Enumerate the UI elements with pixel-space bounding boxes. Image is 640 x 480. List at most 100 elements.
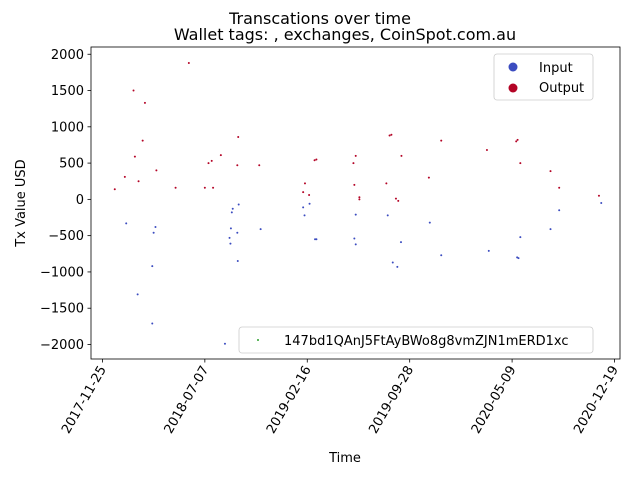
output-point	[258, 164, 261, 167]
input-point	[558, 209, 561, 212]
output-point	[187, 61, 190, 64]
input-point	[386, 214, 389, 217]
output-point	[390, 133, 393, 136]
input-point	[136, 293, 139, 296]
input-point	[600, 202, 603, 204]
input-point	[229, 242, 232, 245]
output-point	[174, 186, 177, 189]
output-point	[358, 198, 361, 201]
y-tick-label: 1500	[51, 84, 84, 99]
output-point	[388, 134, 391, 137]
output-point	[212, 186, 215, 189]
output-point	[308, 194, 311, 197]
output-point	[315, 158, 318, 161]
legend-wallet: 147bd1QAnJ5FtAyBWo8g8vmZJN1mERD1xc	[238, 326, 594, 354]
output-point	[141, 139, 144, 142]
output-point	[519, 162, 522, 165]
output-point	[353, 183, 356, 186]
input-point	[303, 214, 306, 217]
input-point	[152, 231, 155, 234]
y-tick-label: 500	[59, 157, 84, 172]
data-points	[113, 61, 603, 345]
output-point	[358, 196, 361, 199]
output-point	[155, 169, 158, 172]
output-point	[207, 162, 210, 165]
output-point	[313, 159, 316, 162]
legend-wallet-label: 147bd1QAnJ5FtAyBWo8g8vmZJN1mERD1xc	[284, 334, 569, 349]
input-point	[396, 265, 399, 268]
y-tick-label: 0	[76, 193, 84, 208]
x-tick-label: 2020-05-09	[469, 364, 520, 437]
output-point	[203, 186, 206, 189]
output-point	[210, 159, 213, 162]
output-point	[397, 199, 400, 202]
output-point	[132, 89, 135, 92]
legend-output-marker	[508, 83, 518, 93]
input-point	[154, 225, 157, 228]
input-point	[228, 236, 231, 239]
input-point	[229, 227, 232, 230]
output-point	[237, 135, 240, 138]
x-axis-label: Time	[328, 451, 361, 466]
input-point	[230, 211, 233, 214]
output-point	[354, 154, 357, 157]
chart-title: Transcations over time	[228, 9, 411, 28]
output-point	[515, 140, 518, 143]
output-point	[236, 164, 239, 167]
output-point	[597, 194, 600, 197]
x-tick-label: 2019-09-28	[366, 364, 417, 437]
input-point	[231, 207, 234, 210]
legend-output-label: Output	[539, 81, 584, 96]
output-point	[394, 197, 397, 200]
output-point	[516, 138, 519, 141]
y-tick-label: −1000	[40, 265, 84, 280]
legend-frame	[238, 326, 594, 354]
input-point	[125, 222, 128, 225]
legend-input-label: Input	[539, 61, 573, 76]
y-tick-label: −500	[48, 229, 84, 244]
output-point	[400, 154, 403, 157]
input-point	[223, 342, 226, 345]
x-axis: 2017-11-25 2018-07-07 2019-02-16 2019-09-28…	[59, 359, 622, 436]
y-axis: −2000 −1500 −1000 −500 0 500 1000 1500 2000	[40, 48, 91, 353]
output-point	[440, 139, 443, 142]
input-point	[487, 249, 490, 252]
output-point	[143, 101, 146, 104]
input-point	[391, 261, 394, 264]
input-point	[353, 237, 356, 240]
output-point	[123, 175, 126, 178]
chart-subtitle: Wallet tags: , exchanges, CoinSpot.com.a…	[174, 25, 516, 44]
legend-input-output: Input Output	[493, 53, 594, 101]
input-point	[259, 228, 262, 231]
legend-wallet-marker	[257, 339, 259, 341]
input-point	[236, 231, 239, 234]
input-point	[314, 238, 317, 241]
output-point	[549, 170, 552, 173]
output-point	[352, 162, 355, 165]
y-tick-label: 2000	[51, 48, 84, 63]
input-point	[237, 203, 240, 206]
output-point	[303, 182, 306, 185]
output-point	[558, 186, 561, 189]
x-tick-label: 2019-02-16	[264, 364, 315, 437]
input-point	[151, 265, 154, 268]
input-point	[399, 241, 402, 244]
y-axis-label: Tx Value USD	[14, 159, 29, 247]
legend-input-marker	[508, 62, 518, 72]
input-point	[236, 260, 239, 263]
input-point	[151, 322, 154, 325]
output-point	[427, 176, 430, 179]
input-point	[519, 236, 522, 239]
input-point	[308, 202, 311, 205]
input-point	[440, 254, 443, 257]
input-point	[354, 243, 357, 246]
output-point	[302, 191, 305, 194]
output-point	[133, 155, 136, 158]
output-point	[385, 182, 388, 185]
input-point	[302, 206, 305, 209]
input-point	[549, 228, 552, 231]
x-tick-label: 2020-12-19	[571, 364, 622, 437]
output-point	[113, 188, 116, 191]
output-point	[485, 149, 488, 152]
